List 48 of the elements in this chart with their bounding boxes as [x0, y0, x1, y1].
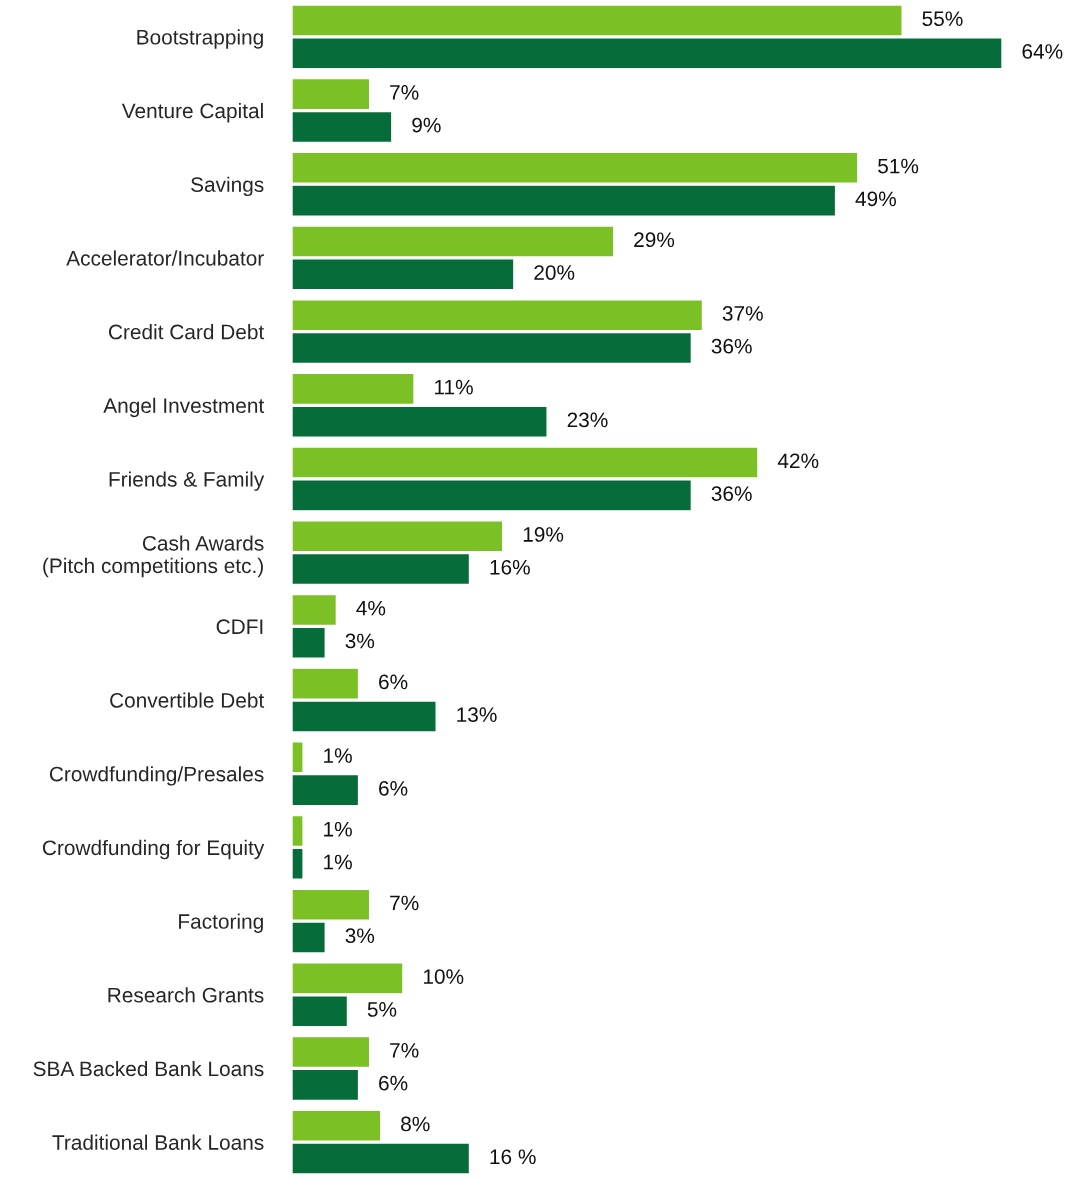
data-label: 11% [435, 379, 473, 395]
data-label: 1% [324, 821, 352, 837]
data-label: 51% [878, 158, 919, 174]
y-tick-label: Savings [191, 176, 264, 197]
data-label: 20% [534, 265, 575, 280]
data-label: 6% [379, 1075, 408, 1091]
data-label: 9% [412, 117, 441, 133]
y-tick-label: Angel Investment [103, 397, 265, 418]
data-label: 13% [457, 707, 497, 723]
data-label: 49% [855, 191, 896, 207]
y-tick-label: Convertible Debt [110, 692, 265, 708]
y-tick-label: Bootstrapping [137, 29, 263, 49]
data-label: 3% [345, 633, 375, 649]
data-label: 1% [324, 854, 352, 870]
data-label: 5% [367, 1002, 397, 1017]
data-label: 64% [1022, 44, 1063, 59]
data-label: 1% [324, 748, 352, 763]
data-label: 42% [777, 453, 819, 469]
y-tick-label: Accelerator/Incubator [66, 250, 264, 266]
y-tick-label: Traditional Bank Loans [52, 1134, 264, 1150]
data-label: 16% [490, 559, 530, 575]
data-label: 7% [390, 85, 419, 100]
data-label: 8% [401, 1116, 430, 1132]
y-tick-label: Factoring [179, 913, 263, 933]
y-tick-label: Research Grants [108, 987, 264, 1003]
y-tick-label: Venture Capital [121, 102, 263, 123]
y-tick-label: Crowdfunding/Presales [49, 766, 264, 786]
y-tick-label: CDFI [216, 619, 263, 635]
y-tick-label: Friends & Family [109, 471, 265, 491]
data-label: 36% [711, 486, 752, 501]
data-label: 55% [922, 11, 963, 27]
data-label: 19% [523, 527, 564, 542]
data-label: 37% [722, 306, 763, 321]
data-label: 6% [379, 674, 408, 690]
data-label: 23% [567, 412, 608, 428]
data-label: 10% [423, 969, 464, 984]
data-label: 29% [634, 232, 675, 248]
y-tick-label: Cash Awards (Pitch competitions etc.) [43, 535, 264, 578]
data-label: 16 % [490, 1149, 536, 1165]
data-label: 3% [345, 928, 375, 944]
data-label: 4% [356, 600, 386, 616]
data-label: 36% [711, 338, 752, 354]
y-tick-label: Crowdfunding for Equity [42, 839, 265, 860]
y-tick-label: Credit Card Debt [108, 324, 265, 340]
data-label: 6% [379, 780, 408, 796]
data-label: 7% [390, 895, 419, 911]
data-label: 7% [390, 1043, 419, 1058]
y-tick-label: SBA Backed Bank Loans [33, 1060, 264, 1077]
